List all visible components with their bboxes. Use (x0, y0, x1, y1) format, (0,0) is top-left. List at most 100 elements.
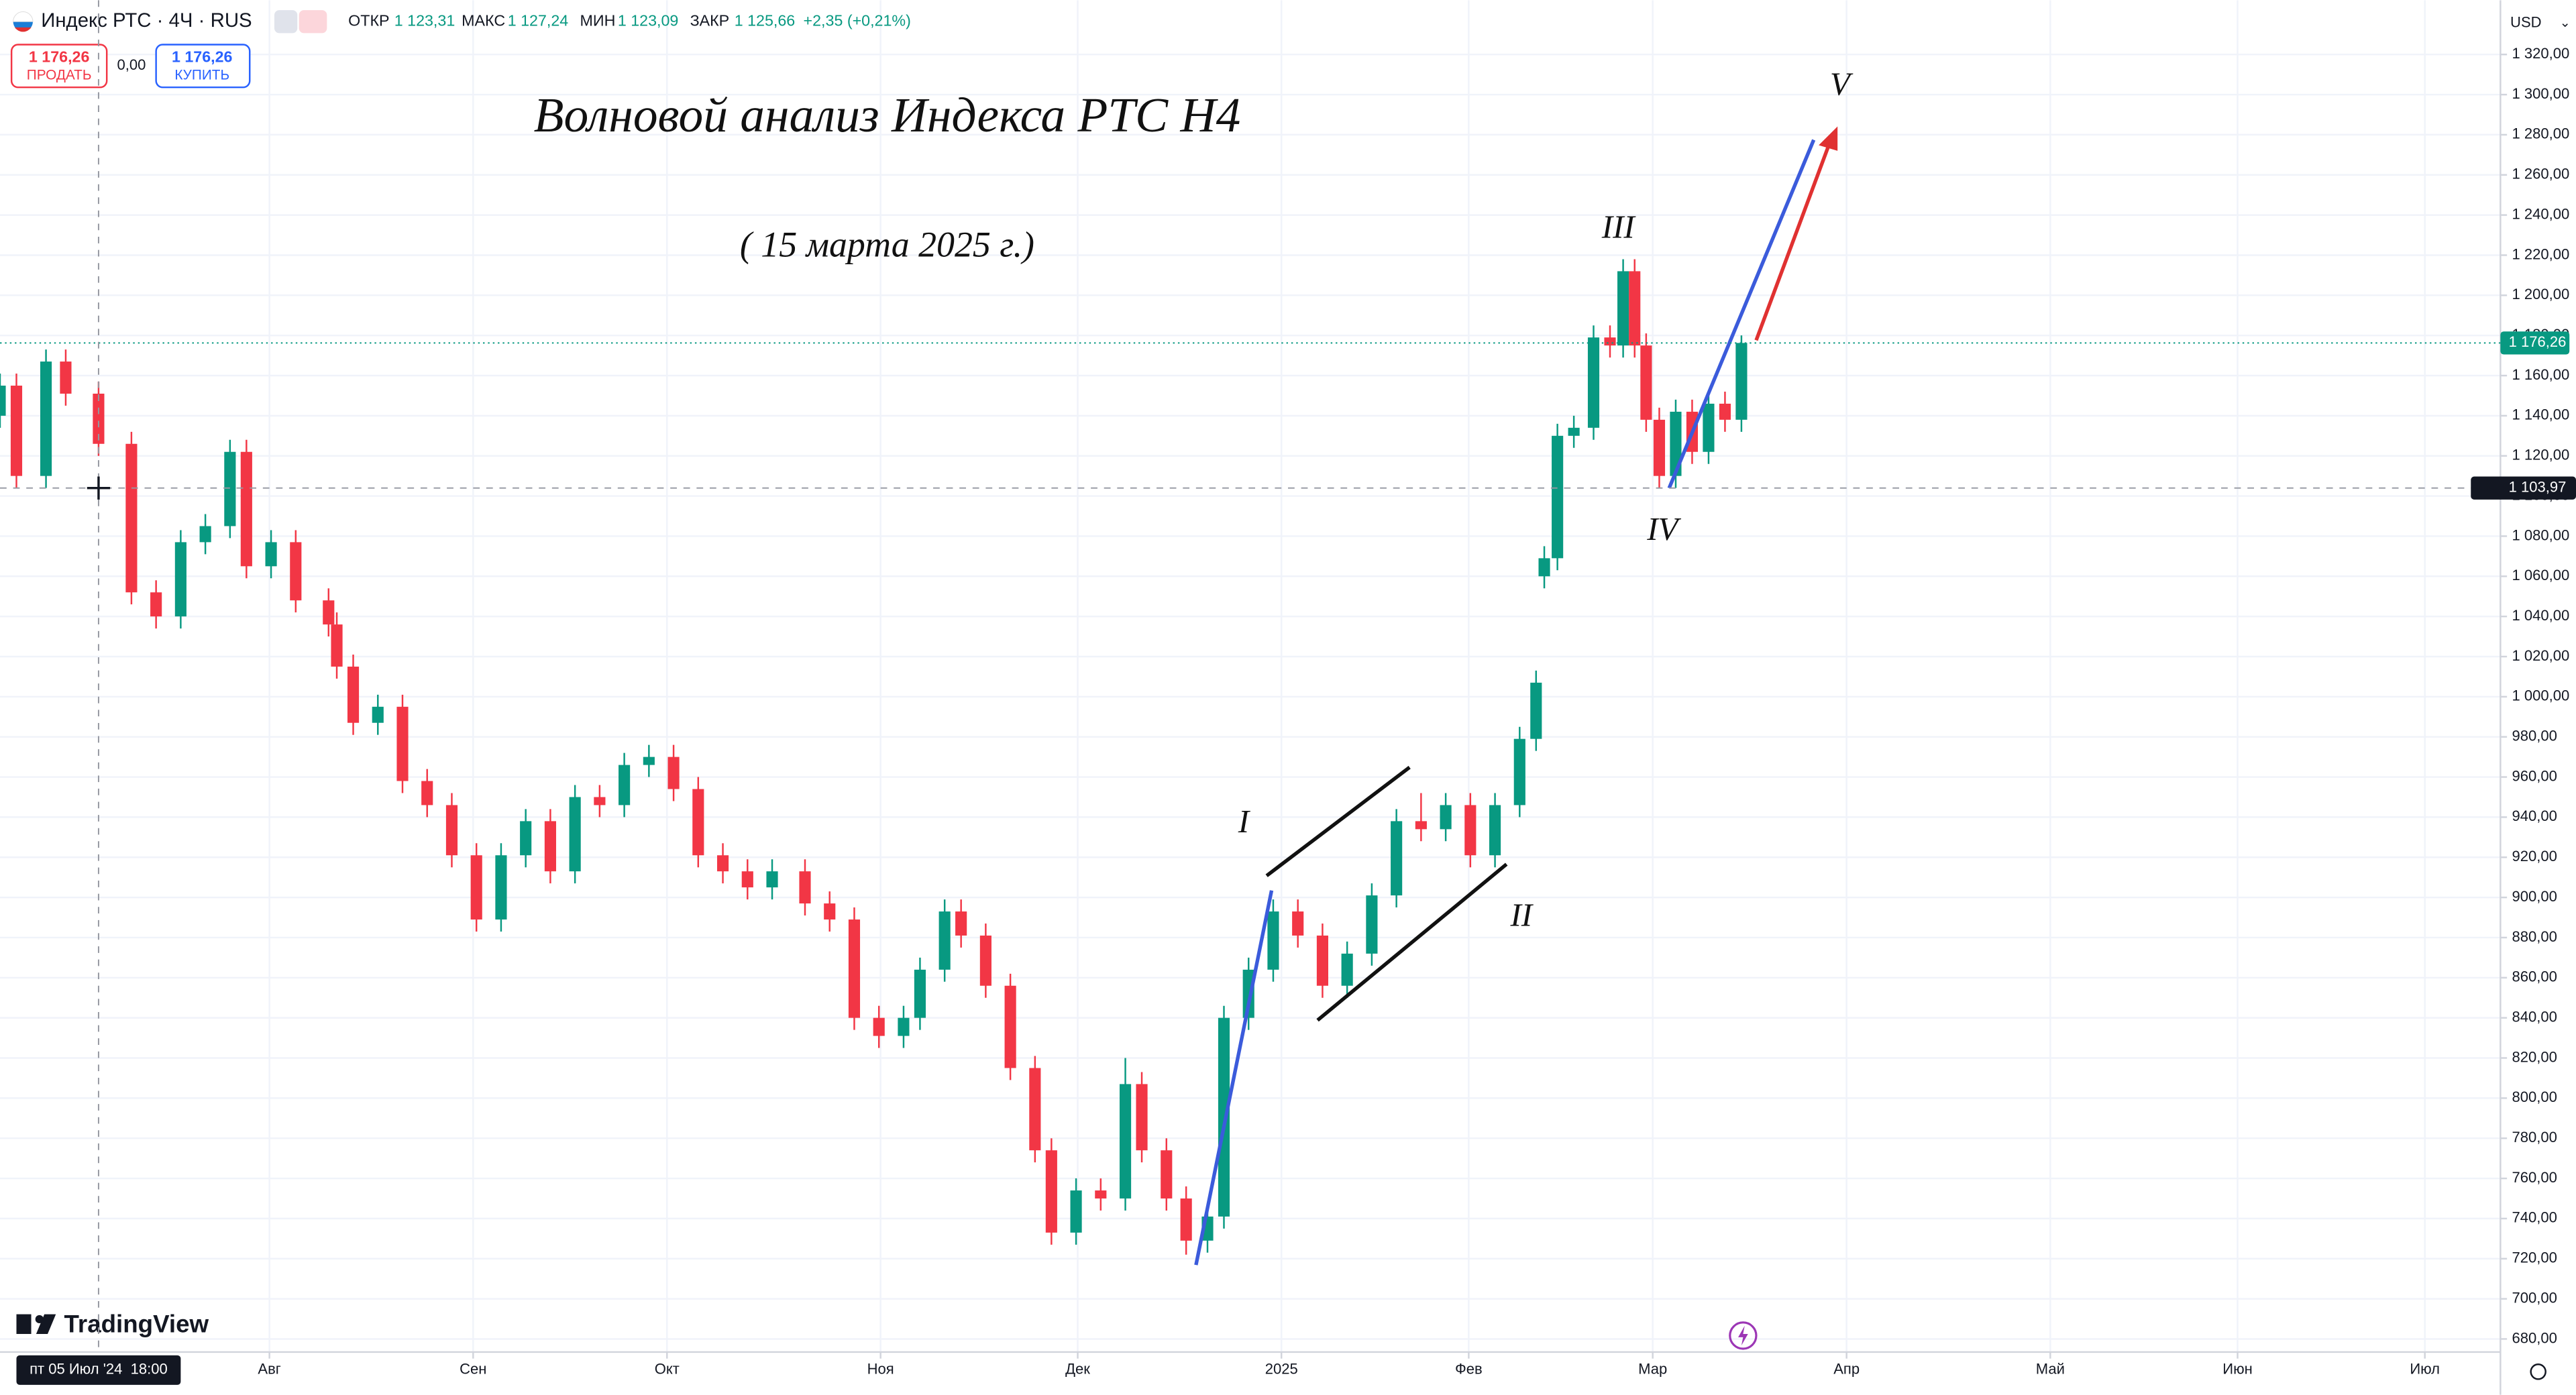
candle-body (1136, 1084, 1148, 1151)
ohlc-label: ЗАКР (690, 11, 730, 29)
sell-label: ПРОДАТЬ (27, 68, 92, 83)
y-tick-label: 680,00 (2512, 1329, 2557, 1346)
candle-body (1180, 1198, 1192, 1241)
y-tick-label: 860,00 (2512, 968, 2557, 985)
y-tick-label: 900,00 (2512, 888, 2557, 905)
candle-body (1070, 1190, 1082, 1233)
y-tick-label: 1 020,00 (2512, 647, 2569, 664)
candle-body (766, 871, 778, 888)
flag-top (13, 11, 34, 22)
arrow-head (1819, 126, 1838, 151)
candle-body (1440, 805, 1452, 830)
y-tick-label: 840,00 (2512, 1008, 2557, 1025)
y-tick-label: 1 140,00 (2512, 406, 2569, 423)
candle-body (1640, 345, 1652, 420)
candle-body (1703, 403, 1715, 452)
symbol[interactable]: Индекс РТС · 4Ч · RUS (41, 9, 252, 32)
candle-body (1045, 1150, 1057, 1233)
y-tick-label: 960,00 (2512, 767, 2557, 784)
currency[interactable]: USD (2510, 14, 2542, 31)
candle-body (1552, 435, 1564, 559)
ohlc-label: ОТКР (348, 11, 389, 29)
buy-button[interactable] (155, 44, 251, 89)
candle-body (619, 765, 631, 805)
sell-price: 1 176,26 (29, 48, 90, 65)
candle-body (1316, 935, 1328, 986)
candle-body (199, 526, 211, 543)
spread: 0,00 (117, 56, 146, 73)
candle-body (1513, 738, 1525, 805)
brand: TradingView (64, 1310, 209, 1337)
candle-body (741, 871, 753, 888)
x-tick-label: Мар (1638, 1361, 1667, 1378)
y-tick-label: 920,00 (2512, 848, 2557, 864)
buy-price: 1 176,26 (172, 48, 233, 65)
candle-body (224, 451, 236, 526)
candle-body (323, 600, 335, 625)
y-tick-label: 980,00 (2512, 728, 2557, 744)
last-price-label: 1 176,26 (2509, 333, 2567, 350)
candle-body (1530, 682, 1542, 739)
logo-mark (16, 1314, 32, 1334)
x-tick-label: Апр (1833, 1361, 1860, 1378)
y-tick-label: 720,00 (2512, 1249, 2557, 1266)
currency-caret[interactable]: ⌄ (2560, 15, 2571, 30)
candle-body (848, 919, 861, 1018)
candle-body (1341, 953, 1353, 986)
y-tick-label: 1 280,00 (2512, 125, 2569, 142)
crosshair-time-label: пт 05 Июл '24 18:00 (30, 1361, 168, 1378)
candle-body (1653, 419, 1666, 476)
candle-body (643, 757, 655, 765)
y-tick-label: 740,00 (2512, 1209, 2557, 1226)
crosshair-time-tag (16, 1355, 181, 1385)
events-icon[interactable] (1729, 1321, 1758, 1350)
flag-bottom (15, 27, 32, 32)
arrow-line (1754, 141, 1832, 341)
candle-body (290, 542, 302, 601)
y-tick-label: 880,00 (2512, 928, 2557, 945)
x-tick-label: Июл (2410, 1361, 2440, 1378)
channel-line (1265, 765, 1411, 877)
icon[interactable] (274, 10, 298, 34)
sell-button[interactable] (10, 44, 108, 89)
candle-body (569, 797, 581, 872)
candle-body (1292, 911, 1304, 936)
x-tick-label: 2025 (1265, 1361, 1298, 1378)
candle-body (1629, 271, 1641, 346)
crosshair-price-tag (2471, 476, 2576, 500)
wave-label: III (1601, 208, 1637, 245)
candle-body (1029, 1068, 1041, 1151)
y-tick-label: 780,00 (2512, 1129, 2557, 1146)
y-tick-label: 1 300,00 (2512, 85, 2569, 102)
candle-body (667, 757, 680, 789)
y-tick-label: 1 060,00 (2512, 567, 2569, 583)
candle-body (938, 911, 951, 970)
settings-icon[interactable] (2530, 1363, 2546, 1380)
candle-body (93, 393, 105, 444)
wave-label: I (1238, 803, 1251, 840)
candle-body (240, 451, 252, 567)
y-tick-label: 1 260,00 (2512, 166, 2569, 182)
candle-body (174, 542, 186, 617)
logo-mark (36, 1314, 56, 1334)
candle-body (824, 903, 836, 920)
x-tick-label: Ноя (867, 1361, 894, 1378)
candle-body (979, 935, 991, 986)
icon[interactable] (299, 10, 327, 34)
candle-body (1161, 1150, 1173, 1198)
x-tick-label: Окт (655, 1361, 680, 1378)
candle-body (1489, 805, 1501, 856)
candle-body (898, 1017, 910, 1036)
y-tick-label: 1 000,00 (2512, 687, 2569, 704)
candle-body (495, 855, 507, 920)
ohlc-value: 1 123,31 (394, 11, 455, 29)
candle-body (1267, 911, 1279, 970)
crosshair-price-label: 1 103,97 (2509, 479, 2567, 496)
candle-body (716, 855, 729, 872)
x-tick-label: Фев (1455, 1361, 1483, 1378)
candle-body (0, 385, 6, 416)
crosshair-cursor (87, 476, 111, 500)
x-tick-label: Сен (460, 1361, 486, 1378)
candle-body (955, 911, 967, 936)
